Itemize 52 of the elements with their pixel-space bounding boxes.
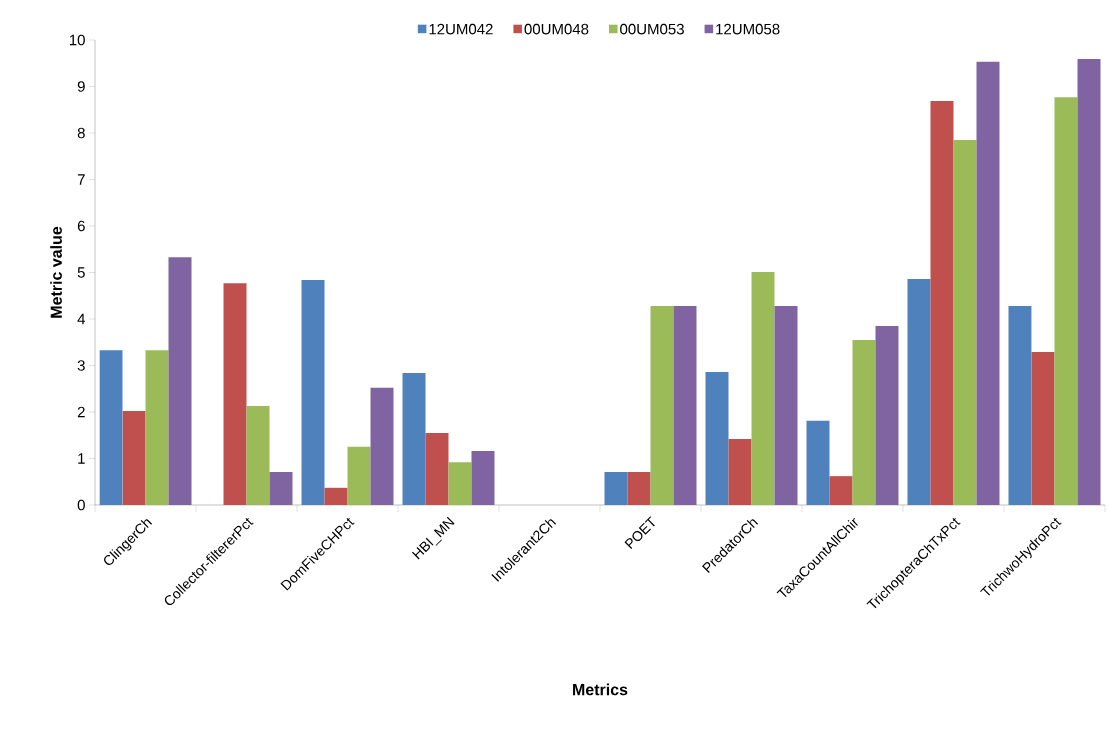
bar — [650, 305, 674, 505]
bar — [1008, 305, 1032, 505]
legend-label: 12UM042 — [429, 23, 493, 35]
y-tick-label: 0 — [77, 499, 85, 511]
bar — [907, 279, 931, 505]
bar — [425, 432, 449, 505]
y-tick-label: 8 — [77, 127, 85, 139]
bar — [875, 325, 899, 505]
bar — [627, 471, 651, 505]
bar — [976, 61, 1000, 505]
bar — [728, 438, 752, 505]
bar — [829, 476, 853, 505]
bar — [953, 139, 977, 505]
x-axis-title: Metrics — [573, 683, 628, 696]
bar — [168, 257, 192, 505]
y-tick-label: 3 — [77, 360, 85, 371]
bar — [324, 487, 348, 505]
y-tick-label: 1 — [78, 453, 85, 464]
bar — [930, 100, 954, 505]
y-tick-label: 4 — [77, 313, 86, 325]
bar — [99, 350, 123, 505]
bar — [852, 339, 876, 505]
bar — [806, 420, 830, 505]
bar — [604, 471, 628, 505]
bar — [774, 305, 798, 505]
bar — [471, 451, 495, 505]
bar — [1077, 59, 1101, 505]
bar — [1031, 352, 1055, 505]
bar — [448, 462, 472, 505]
legend-label: 00UM053 — [620, 23, 684, 35]
bar — [246, 405, 270, 505]
bar — [145, 350, 169, 505]
bar — [370, 387, 394, 505]
legend-label: 12UM058 — [716, 23, 780, 35]
bar — [751, 272, 775, 505]
y-tick-label: 7 — [77, 174, 85, 185]
bar — [1054, 97, 1078, 505]
bar — [402, 372, 426, 505]
legend-label: 00UM048 — [524, 23, 589, 35]
bar — [301, 279, 325, 505]
bar — [269, 471, 293, 505]
bar — [673, 305, 697, 505]
bar — [347, 446, 371, 505]
y-tick-label: 2 — [77, 406, 85, 418]
bar — [223, 283, 247, 505]
y-tick-label: 10 — [69, 34, 85, 46]
bar — [122, 411, 146, 505]
y-axis-title: Metric value — [50, 226, 62, 318]
y-tick-label: 6 — [77, 220, 85, 232]
y-tick-label: 9 — [77, 81, 85, 92]
bar — [705, 372, 729, 505]
y-tick-label: 5 — [77, 267, 85, 278]
